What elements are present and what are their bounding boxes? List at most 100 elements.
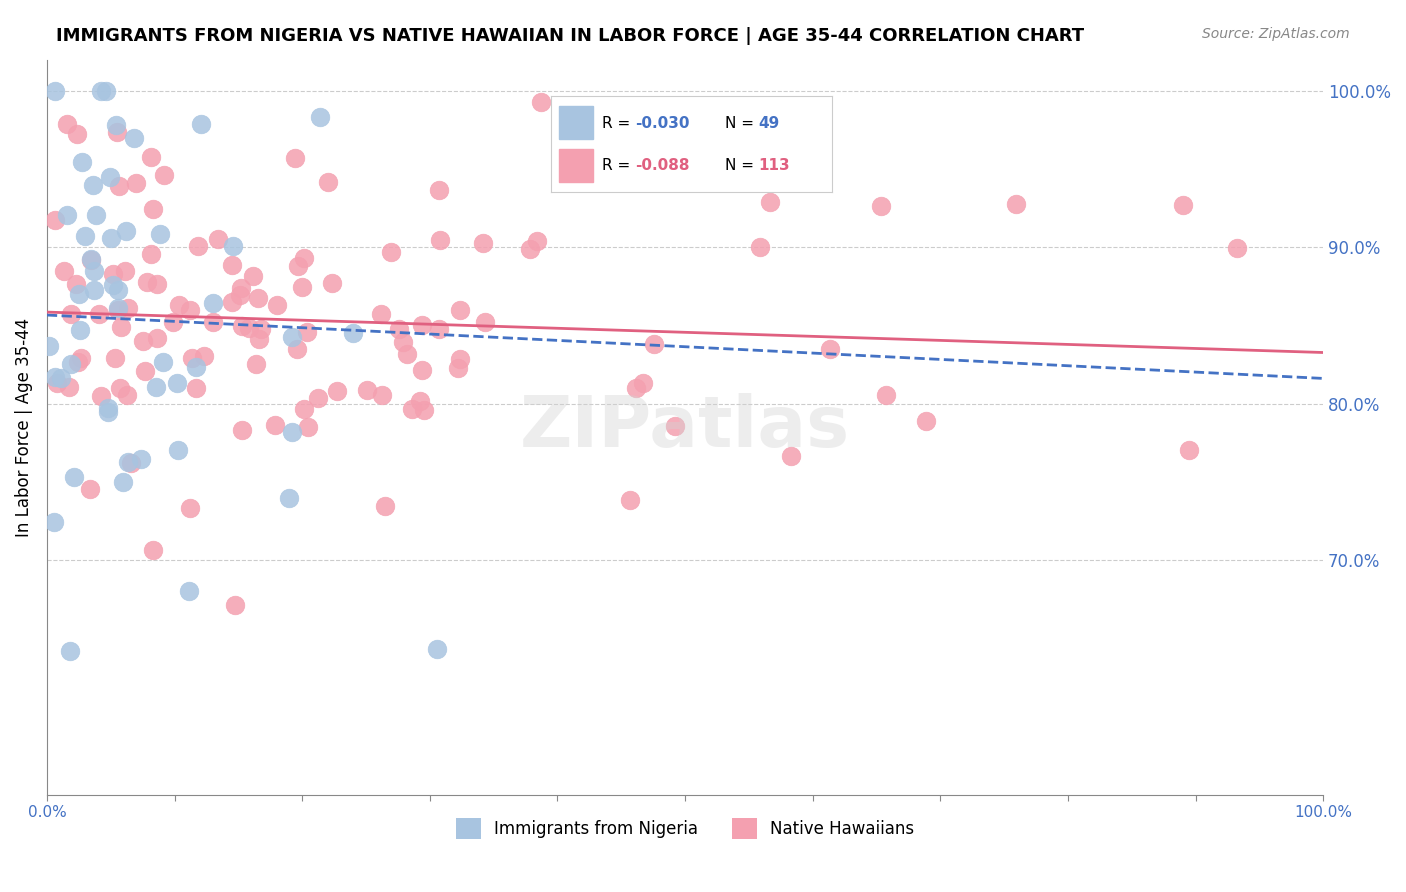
Point <box>449 351 471 366</box>
Point <box>187 239 209 253</box>
Point <box>284 151 307 165</box>
Point <box>145 331 167 345</box>
Point <box>242 268 264 283</box>
Point <box>90 84 112 98</box>
Point <box>915 413 938 427</box>
Point <box>146 277 169 291</box>
Point <box>162 315 184 329</box>
Point <box>202 315 225 329</box>
Point <box>107 178 129 193</box>
Point <box>633 376 655 391</box>
Point <box>56 117 79 131</box>
Point <box>94 84 117 98</box>
Point <box>1005 197 1028 211</box>
Point <box>224 598 246 612</box>
Point <box>411 363 433 377</box>
Point <box>45 376 67 390</box>
Point <box>184 381 207 395</box>
Point <box>371 388 394 402</box>
Point <box>145 380 167 394</box>
Point <box>42 515 65 529</box>
Point <box>186 359 208 374</box>
Point <box>190 117 212 131</box>
Point <box>82 178 104 193</box>
Point <box>66 355 89 369</box>
Point <box>395 347 418 361</box>
Point <box>779 449 801 463</box>
Point <box>325 384 347 398</box>
Point <box>67 287 90 301</box>
Point <box>117 454 139 468</box>
Point <box>291 280 314 294</box>
Y-axis label: In Labor Force | Age 35-44: In Labor Force | Age 35-44 <box>15 318 32 537</box>
Point <box>139 247 162 261</box>
Point <box>107 301 129 315</box>
Point <box>247 332 270 346</box>
Point <box>110 381 132 395</box>
Legend: Immigrants from Nigeria, Native Hawaiians: Immigrants from Nigeria, Native Hawaiian… <box>450 812 921 846</box>
Point <box>111 475 134 490</box>
Point <box>38 338 60 352</box>
Point <box>281 330 304 344</box>
Point <box>374 499 396 513</box>
Point <box>179 500 201 515</box>
Point <box>142 202 165 216</box>
Point <box>1226 241 1249 255</box>
Point <box>287 260 309 274</box>
Point <box>104 351 127 365</box>
Point <box>122 130 145 145</box>
Point <box>193 349 215 363</box>
Point <box>446 360 468 375</box>
Point <box>103 267 125 281</box>
Point <box>427 183 450 197</box>
Point <box>474 315 496 329</box>
Point <box>412 402 434 417</box>
Point <box>62 470 84 484</box>
Point <box>231 318 253 333</box>
Point <box>297 420 319 434</box>
Point <box>124 176 146 190</box>
Point <box>229 281 252 295</box>
Point <box>152 355 174 369</box>
Point <box>70 154 93 169</box>
Point <box>115 224 138 238</box>
Point <box>83 264 105 278</box>
Point <box>115 388 138 402</box>
Point <box>80 252 103 266</box>
Point <box>297 325 319 339</box>
Point <box>818 342 841 356</box>
Point <box>97 405 120 419</box>
Point <box>51 371 73 385</box>
Point <box>238 320 260 334</box>
Point <box>52 263 75 277</box>
Point <box>266 298 288 312</box>
Point <box>105 126 128 140</box>
Point <box>664 419 686 434</box>
Point <box>152 169 174 183</box>
Point <box>90 389 112 403</box>
Point <box>44 84 66 98</box>
Point <box>471 236 494 251</box>
Point <box>1173 198 1195 212</box>
Point <box>643 337 665 351</box>
Point <box>370 307 392 321</box>
Point <box>129 451 152 466</box>
Point <box>97 401 120 416</box>
Point <box>624 381 647 395</box>
Point <box>84 208 107 222</box>
Point <box>167 442 190 457</box>
Point <box>619 493 641 508</box>
Point <box>318 174 340 188</box>
Point <box>321 276 343 290</box>
Point <box>80 252 103 267</box>
Point <box>104 118 127 132</box>
Text: ZIPatlas: ZIPatlas <box>520 392 851 462</box>
Point <box>169 298 191 312</box>
Point <box>221 294 243 309</box>
Point <box>231 423 253 437</box>
Text: IMMIGRANTS FROM NIGERIA VS NATIVE HAWAIIAN IN LABOR FORCE | AGE 35-44 CORRELATIO: IMMIGRANTS FROM NIGERIA VS NATIVE HAWAII… <box>56 27 1084 45</box>
Point <box>250 321 273 335</box>
Point <box>44 212 66 227</box>
Point <box>292 402 315 417</box>
Point <box>221 258 243 272</box>
